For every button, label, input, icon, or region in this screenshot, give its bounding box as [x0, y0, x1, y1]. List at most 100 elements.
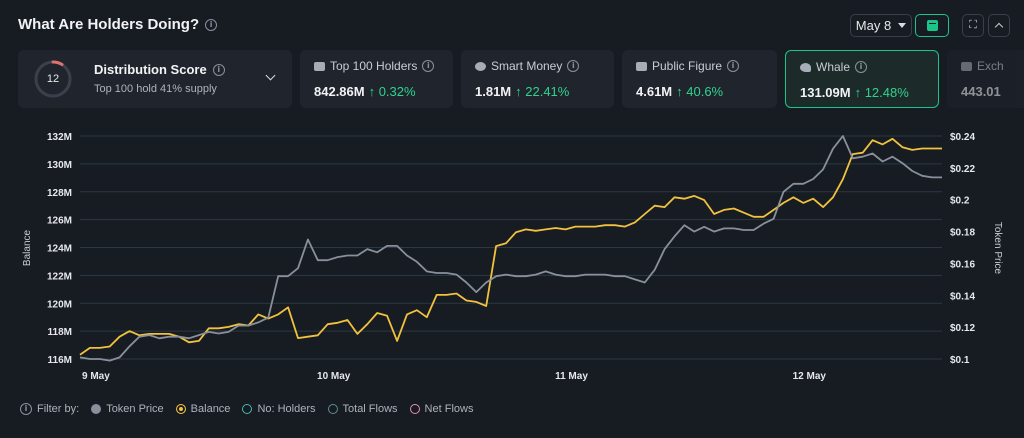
legend-label: Token Price: [106, 403, 164, 415]
net-flows-dot-icon: [409, 404, 420, 414]
token-price-dot-icon: [91, 404, 102, 414]
card-value: 443.01: [961, 84, 1001, 99]
card-label-text: Whale: [816, 60, 851, 74]
card-change: ↑ 40.6%: [676, 84, 724, 99]
card-whale[interactable]: Whale i 131.09M ↑ 12.48%: [785, 50, 939, 108]
page-title: What Are Holders Doing? i: [18, 16, 218, 33]
legend-label: Net Flows: [424, 403, 474, 415]
total-flows-dot-icon: [327, 404, 338, 414]
y-tick-label: 132M: [47, 132, 72, 143]
legend-label: No: Holders: [257, 403, 316, 415]
card-value: 1.81M ↑ 22.41%: [475, 84, 569, 99]
score-value: 12: [46, 73, 60, 85]
y2-tick-label: $0.14: [950, 291, 975, 302]
chevron-down-icon[interactable]: [265, 70, 276, 81]
chevron-up-icon: [994, 22, 1004, 32]
filter-legend: i Filter by: Token Price Balance No: Hol…: [20, 403, 473, 415]
card-exchange[interactable]: Exch 443.01: [947, 50, 1024, 108]
y-tick-label: 118M: [48, 327, 72, 338]
x-tick-label: 10 May: [317, 371, 351, 382]
date-selector[interactable]: May 8: [850, 14, 912, 37]
whale-icon: [800, 62, 811, 72]
legend-item-total-flows[interactable]: Total Flows: [327, 403, 398, 415]
legend-item-holders[interactable]: No: Holders: [242, 403, 316, 415]
calendar-icon: [926, 20, 938, 31]
y2-tick-label: $0.18: [950, 228, 975, 239]
score-subtitle: Top 100 hold 41% supply: [94, 83, 217, 95]
y-axis-title: Balance: [22, 229, 33, 266]
y-tick-label: 128M: [47, 188, 72, 199]
fullscreen-button[interactable]: ⛶: [962, 14, 984, 37]
card-value-text: 131.09M: [800, 85, 851, 100]
collapse-button[interactable]: [988, 14, 1010, 37]
expand-icon: ⛶: [969, 19, 977, 31]
card-value-text: 443.01: [961, 84, 1001, 99]
info-icon[interactable]: i: [422, 60, 435, 72]
card-label: Top 100 Holders i: [314, 59, 435, 73]
caret-down-icon: [898, 23, 907, 28]
card-value: 842.86M ↑ 0.32%: [314, 84, 416, 99]
info-icon[interactable]: i: [212, 63, 225, 76]
y-tick-label: 130M: [47, 160, 72, 171]
y2-tick-label: $0.22: [950, 164, 975, 175]
score-title-text: Distribution Score: [94, 62, 207, 77]
card-value: 4.61M ↑ 40.6%: [636, 84, 723, 99]
card-top-100-holders[interactable]: Top 100 Holders i 842.86M ↑ 0.32%: [300, 50, 453, 108]
users-icon: [314, 61, 325, 71]
filter-label-text: Filter by:: [37, 403, 80, 415]
info-icon[interactable]: i: [20, 403, 32, 415]
x-tick-label: 11 May: [555, 371, 588, 382]
legend-item-token-price[interactable]: Token Price: [91, 403, 164, 415]
card-change: ↑ 12.48%: [854, 85, 909, 100]
smart-money-icon: [475, 61, 486, 71]
date-selector-label: May 8: [855, 18, 892, 33]
card-public-figure[interactable]: Public Figure i 4.61M ↑ 40.6%: [622, 50, 777, 108]
y-tick-label: 120M: [47, 299, 72, 310]
score-title: Distribution Score i: [94, 62, 225, 77]
info-icon[interactable]: i: [855, 61, 868, 73]
card-value-text: 4.61M: [636, 84, 673, 99]
info-icon[interactable]: i: [567, 60, 580, 72]
balance-series-line: [79, 137, 942, 356]
legend-item-net-flows[interactable]: Net Flows: [409, 403, 474, 415]
card-label: Public Figure i: [636, 59, 740, 73]
y2-tick-label: $0.12: [950, 323, 975, 334]
y2-tick-label: $0.2: [950, 196, 970, 207]
token-price-series-line: [79, 135, 942, 362]
y-tick-label: 116M: [48, 355, 72, 366]
card-label: Smart Money i: [475, 59, 580, 73]
distribution-score-card[interactable]: 12 Distribution Score i Top 100 hold 41%…: [18, 50, 292, 108]
legend-item-balance[interactable]: Balance: [175, 403, 231, 415]
legend-label: Balance: [190, 403, 231, 415]
exchange-icon: [961, 61, 972, 71]
info-icon[interactable]: i: [205, 18, 218, 31]
y2-axis-title: Token Price: [992, 222, 1003, 275]
y-tick-label: 124M: [47, 244, 72, 255]
x-tick-label: 9 May: [82, 371, 110, 382]
card-label-text: Top 100 Holders: [330, 59, 418, 73]
card-label-text: Exch: [977, 59, 1004, 73]
y2-tick-label: $0.16: [950, 259, 975, 270]
card-label-text: Public Figure: [652, 59, 723, 73]
y2-tick-label: $0.1: [950, 355, 970, 366]
y-tick-label: 126M: [47, 216, 72, 227]
card-label: Exch: [961, 59, 1004, 73]
filter-label: i Filter by:: [20, 403, 79, 415]
y2-tick-label: $0.24: [950, 132, 975, 143]
page-title-text: What Are Holders Doing?: [18, 16, 200, 33]
legend-label: Total Flows: [342, 403, 398, 415]
y-tick-label: 122M: [47, 271, 72, 282]
holders-line-chart: 116M 118M 120M 122M 124M 126M 128M 130M 132M $0.1…: [22, 132, 1003, 382]
card-label-text: Smart Money: [491, 59, 563, 73]
score-ring-icon: [34, 60, 72, 98]
card-change: ↑ 0.32%: [368, 84, 416, 99]
card-smart-money[interactable]: Smart Money i 1.81M ↑ 22.41%: [461, 50, 614, 108]
x-tick-label: 12 May: [793, 371, 827, 382]
calendar-button[interactable]: [915, 14, 949, 37]
public-figure-icon: [636, 61, 647, 71]
balance-dot-icon: [175, 404, 186, 414]
holders-dot-icon: [242, 404, 253, 414]
card-change: ↑ 22.41%: [515, 84, 570, 99]
info-icon[interactable]: i: [727, 60, 740, 72]
card-value-text: 842.86M: [314, 84, 365, 99]
